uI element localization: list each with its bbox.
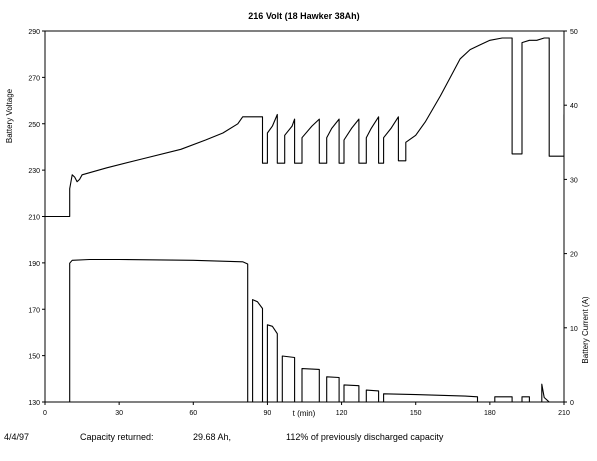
left-tick-label: 210 <box>28 215 40 222</box>
y-axis-label-left: Battery Voltage <box>5 88 14 143</box>
plot-frame <box>44 30 565 403</box>
left-tick-label: 130 <box>28 400 40 407</box>
right-tick-label: 10 <box>570 326 578 333</box>
right-tick-label: 20 <box>570 252 578 259</box>
x-axis-label: t (min) <box>293 409 316 418</box>
left-tick-label: 150 <box>28 354 40 361</box>
chart-marks: 0 30 60 90 120 150 180 210 130 150 170 190 210 230 250… <box>28 29 578 417</box>
footer-date: 4/4/97 <box>4 432 30 442</box>
left-tick-label: 250 <box>28 122 40 129</box>
x-tick-label: 90 <box>264 410 272 417</box>
right-tick-label: 50 <box>570 29 578 36</box>
x-tick-label: 60 <box>189 410 197 417</box>
x-tick-label: 180 <box>484 410 496 417</box>
right-tick-label: 0 <box>570 400 574 407</box>
right-tick-label: 30 <box>570 177 578 184</box>
left-tick-label: 170 <box>28 307 40 314</box>
x-tick-label: 210 <box>558 410 570 417</box>
footer-capacity-value: 29.68 Ah, <box>193 432 232 442</box>
x-tick-label: 120 <box>336 410 348 417</box>
voltage-series-line <box>45 37 564 218</box>
footer-percent: 112% of previously discharged capacity <box>286 432 444 442</box>
left-tick-label: 190 <box>28 261 40 268</box>
right-tick-label: 40 <box>570 103 578 110</box>
x-tick-label: 150 <box>410 410 422 417</box>
x-tick-label: 30 <box>115 410 123 417</box>
left-tick-label: 270 <box>28 75 40 82</box>
left-tick-label: 290 <box>28 29 40 36</box>
chart-title: 216 Volt (18 Hawker 38Ah) <box>248 11 359 21</box>
y-axis-label-right: Battery Current (A) <box>581 296 590 363</box>
x-tick-label: 0 <box>43 410 47 417</box>
left-tick-label: 230 <box>28 168 40 175</box>
current-series-line <box>45 258 564 402</box>
footer-capacity-label: Capacity returned: <box>80 432 154 442</box>
